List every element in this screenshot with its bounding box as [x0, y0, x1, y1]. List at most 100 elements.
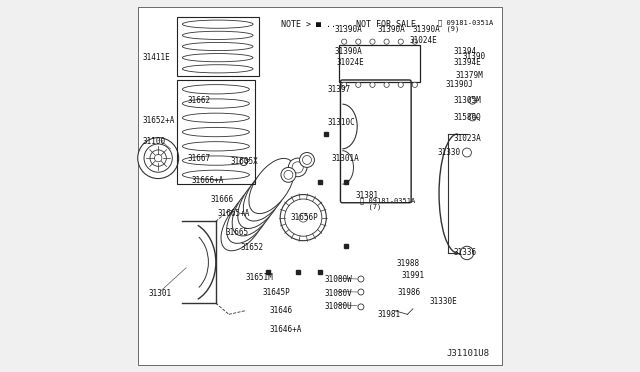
Text: 31988: 31988: [396, 259, 419, 268]
Circle shape: [144, 144, 172, 172]
Text: 31100: 31100: [142, 137, 165, 146]
Text: (7): (7): [360, 204, 381, 211]
Text: 31662: 31662: [188, 96, 211, 105]
Circle shape: [384, 39, 389, 44]
Circle shape: [358, 289, 364, 295]
Text: 31605X: 31605X: [231, 157, 259, 166]
Text: 31651M: 31651M: [246, 273, 273, 282]
Text: 31024E: 31024E: [410, 36, 437, 45]
Ellipse shape: [182, 99, 250, 108]
Circle shape: [154, 154, 162, 162]
Text: 31330: 31330: [437, 148, 460, 157]
Bar: [177, 80, 255, 184]
Text: 31080U: 31080U: [324, 302, 352, 311]
Circle shape: [281, 167, 296, 182]
Circle shape: [370, 39, 375, 44]
Circle shape: [356, 39, 361, 44]
Circle shape: [342, 82, 347, 87]
Text: 31656P: 31656P: [291, 213, 318, 222]
Ellipse shape: [182, 65, 253, 73]
Ellipse shape: [182, 142, 250, 151]
Circle shape: [468, 113, 476, 121]
Text: Ⓑ 09181-0351A: Ⓑ 09181-0351A: [360, 198, 415, 204]
Bar: [339, 45, 420, 82]
Text: (9): (9): [438, 26, 460, 32]
Circle shape: [292, 162, 303, 173]
Text: 31390A: 31390A: [335, 47, 363, 56]
Text: 31645P: 31645P: [262, 288, 290, 296]
Text: 31080W: 31080W: [324, 275, 352, 284]
Text: 31310C: 31310C: [328, 118, 355, 127]
Circle shape: [412, 82, 417, 87]
Text: 31330E: 31330E: [429, 297, 458, 306]
Text: 31379M: 31379M: [456, 71, 484, 80]
Circle shape: [356, 82, 361, 87]
Circle shape: [460, 246, 474, 260]
Text: 31390A: 31390A: [335, 25, 363, 34]
Text: 31390A: 31390A: [378, 25, 405, 34]
Text: 31667: 31667: [188, 154, 211, 163]
Text: 31301A: 31301A: [331, 154, 359, 163]
Ellipse shape: [249, 158, 294, 214]
Ellipse shape: [182, 85, 250, 94]
Text: 31080V: 31080V: [324, 289, 352, 298]
Text: 31381: 31381: [355, 191, 378, 200]
Circle shape: [138, 138, 179, 179]
Circle shape: [412, 39, 417, 44]
Text: 31397: 31397: [328, 85, 351, 94]
Circle shape: [342, 39, 347, 44]
Text: 31394E: 31394E: [453, 58, 481, 67]
Text: 31390A: 31390A: [413, 25, 441, 34]
Text: 31991: 31991: [401, 271, 424, 280]
Text: 31305M: 31305M: [453, 96, 481, 105]
Ellipse shape: [232, 181, 278, 236]
Ellipse shape: [182, 113, 250, 122]
Text: 31023A: 31023A: [453, 134, 481, 143]
Circle shape: [150, 150, 166, 166]
Text: 31981: 31981: [378, 310, 401, 319]
Circle shape: [285, 199, 322, 236]
Text: 31394: 31394: [453, 47, 476, 56]
Circle shape: [284, 170, 293, 179]
Text: 31665: 31665: [225, 228, 248, 237]
Ellipse shape: [221, 196, 266, 251]
Text: 31665+A: 31665+A: [218, 209, 250, 218]
Text: 31024E: 31024E: [337, 58, 365, 67]
Circle shape: [398, 39, 403, 44]
Ellipse shape: [182, 31, 253, 39]
Text: 31652+A: 31652+A: [142, 116, 175, 125]
Ellipse shape: [182, 42, 253, 51]
Circle shape: [358, 304, 364, 310]
Text: 31646: 31646: [270, 306, 293, 315]
Circle shape: [303, 155, 312, 164]
Text: 31301: 31301: [149, 289, 172, 298]
Text: 31336: 31336: [453, 248, 476, 257]
Text: 31411E: 31411E: [142, 53, 170, 62]
Circle shape: [240, 158, 248, 166]
Ellipse shape: [237, 173, 284, 228]
Ellipse shape: [182, 156, 250, 165]
Text: 31986: 31986: [397, 288, 420, 296]
Ellipse shape: [182, 127, 250, 137]
Circle shape: [468, 97, 476, 104]
Circle shape: [289, 158, 307, 177]
Ellipse shape: [243, 166, 289, 221]
Ellipse shape: [182, 170, 250, 180]
Text: 31390: 31390: [463, 52, 486, 61]
Circle shape: [300, 153, 314, 167]
Circle shape: [384, 82, 389, 87]
Text: Ⓑ 09181-0351A: Ⓑ 09181-0351A: [438, 19, 493, 26]
Ellipse shape: [182, 54, 253, 62]
Text: 31666+A: 31666+A: [191, 176, 224, 185]
Text: 31646+A: 31646+A: [270, 325, 302, 334]
Circle shape: [398, 82, 403, 87]
Text: 31586Q: 31586Q: [453, 113, 481, 122]
Text: NOTE > ■ ..... NOT FOR SALE.: NOTE > ■ ..... NOT FOR SALE.: [281, 20, 421, 29]
Circle shape: [280, 195, 326, 241]
Circle shape: [463, 148, 472, 157]
Text: 31390J: 31390J: [445, 80, 474, 89]
Circle shape: [299, 213, 308, 222]
Ellipse shape: [182, 20, 253, 28]
Circle shape: [358, 276, 364, 282]
Circle shape: [370, 82, 375, 87]
